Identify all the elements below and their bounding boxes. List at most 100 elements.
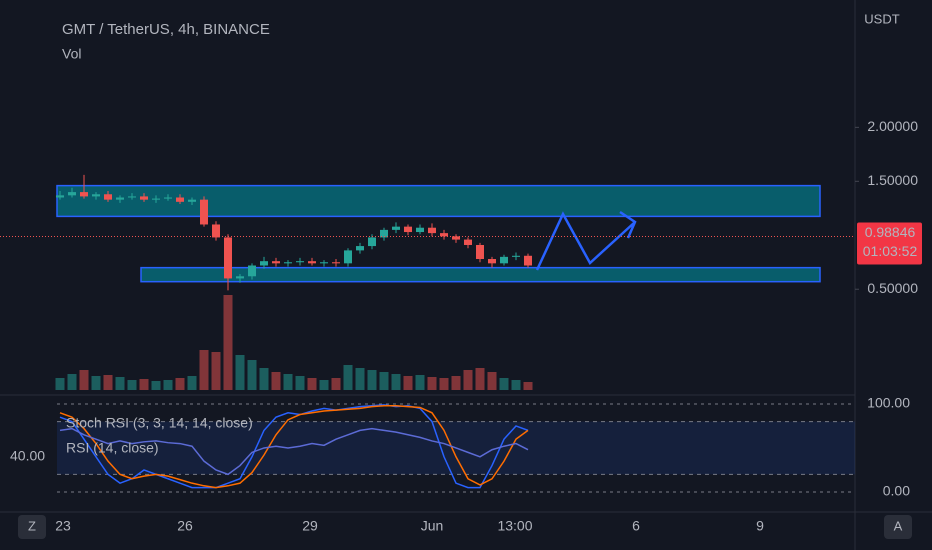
volume-bar (463, 370, 473, 390)
x-tick-label: Jun (421, 518, 444, 534)
volume-bar (235, 355, 245, 390)
candle-body (236, 276, 244, 279)
volume-bar (307, 378, 317, 390)
indicator-line (59, 404, 529, 489)
candle-body (476, 244, 484, 260)
volume-bar (367, 370, 377, 390)
x-tick-label: 9 (756, 518, 764, 534)
candle-body (332, 262, 340, 264)
candle-body (464, 239, 472, 245)
y-tick-label: 100.00 (867, 395, 910, 411)
x-tick-label: 13:00 (497, 518, 532, 534)
candle-body (56, 195, 64, 198)
y-tick-label: 0.50000 (867, 280, 918, 296)
volume-bar (211, 352, 221, 390)
candle-body (176, 197, 184, 202)
volume-bar (271, 372, 281, 390)
x-tick-label: 29 (302, 518, 318, 534)
volume-bar (55, 378, 65, 390)
drawing-arrow (535, 210, 637, 271)
indicator-line (59, 427, 529, 476)
candle-body (92, 194, 100, 197)
button-label[interactable]: A (894, 518, 903, 533)
candle-body (308, 261, 316, 264)
x-tick-label: 26 (177, 518, 193, 534)
zone (140, 266, 821, 283)
currency: USDT (864, 11, 899, 26)
indicator-legend: Stoch RSI (3, 3, 14, 14, close) (66, 415, 253, 431)
volume-bar (511, 380, 521, 390)
volume-bar (523, 382, 533, 390)
y-tick-label: 1.50000 (867, 172, 918, 188)
candle-body (104, 194, 112, 200)
volume-bar (67, 374, 77, 390)
volume-bar (331, 378, 341, 390)
candle-body (140, 196, 148, 200)
candle-body (524, 255, 532, 266)
button-label[interactable]: Z (28, 518, 36, 533)
candle-body (248, 265, 256, 277)
candle-body (440, 233, 448, 237)
volume-bar (127, 380, 137, 390)
candle-body (380, 229, 388, 238)
candle-body (368, 237, 376, 247)
candle-body (320, 262, 328, 264)
volume-bar (151, 381, 161, 390)
candle-body (392, 226, 400, 230)
indicator-legend: RSI (14, close) (66, 440, 159, 456)
last-price-badge (857, 222, 922, 265)
chart-title: GMT / TetherUS, 4h, BINANCE (62, 21, 270, 38)
volume-bar (175, 378, 185, 390)
volume-bar (487, 372, 497, 390)
candle-body (188, 199, 196, 202)
candle-body (512, 255, 520, 257)
volume-bar (115, 377, 125, 390)
volume-bar (499, 378, 509, 390)
last-price-label: 0.98846 (865, 224, 916, 240)
candle-body (284, 262, 292, 264)
volume-bar (223, 295, 233, 390)
volume-bar (247, 360, 257, 390)
candle-body (200, 199, 208, 225)
volume-bar (451, 376, 461, 390)
volume-bar (439, 378, 449, 390)
candle-body (224, 237, 232, 279)
volume-bar (163, 380, 173, 390)
candle-body (116, 197, 124, 200)
candle-body (212, 224, 220, 238)
candle-body (68, 192, 76, 196)
candle-body (428, 227, 436, 234)
volume-bar (199, 350, 209, 390)
candle-body (344, 250, 352, 264)
candle-body (164, 197, 172, 199)
candle-body (500, 256, 508, 264)
candle-body (452, 236, 460, 240)
volume-bar (415, 375, 425, 390)
candle-body (404, 226, 412, 233)
volume-bar (91, 376, 101, 390)
candle-body (272, 261, 280, 264)
vol-label: Vol (62, 46, 81, 62)
volume-bar (259, 368, 269, 390)
button[interactable] (884, 515, 912, 539)
volume-bar (187, 376, 197, 390)
candle-body (356, 246, 364, 251)
candle-body (80, 192, 88, 197)
volume-bar (283, 374, 293, 390)
candle-body (128, 196, 136, 198)
volume-bar (427, 377, 437, 390)
volume-bar (475, 368, 485, 390)
volume-bar (379, 372, 389, 390)
zone (56, 184, 821, 218)
volume-bar (103, 375, 113, 390)
volume-bar (79, 370, 89, 390)
x-tick-label: 6 (632, 518, 640, 534)
candle-body (152, 198, 160, 200)
candle-body (296, 261, 304, 263)
y-tick-label: 2.00000 (867, 118, 918, 134)
x-tick-label: 23 (55, 518, 71, 534)
volume-bar (343, 365, 353, 390)
button[interactable] (18, 515, 46, 539)
volume-bar (403, 376, 413, 390)
volume-bar (355, 368, 365, 390)
